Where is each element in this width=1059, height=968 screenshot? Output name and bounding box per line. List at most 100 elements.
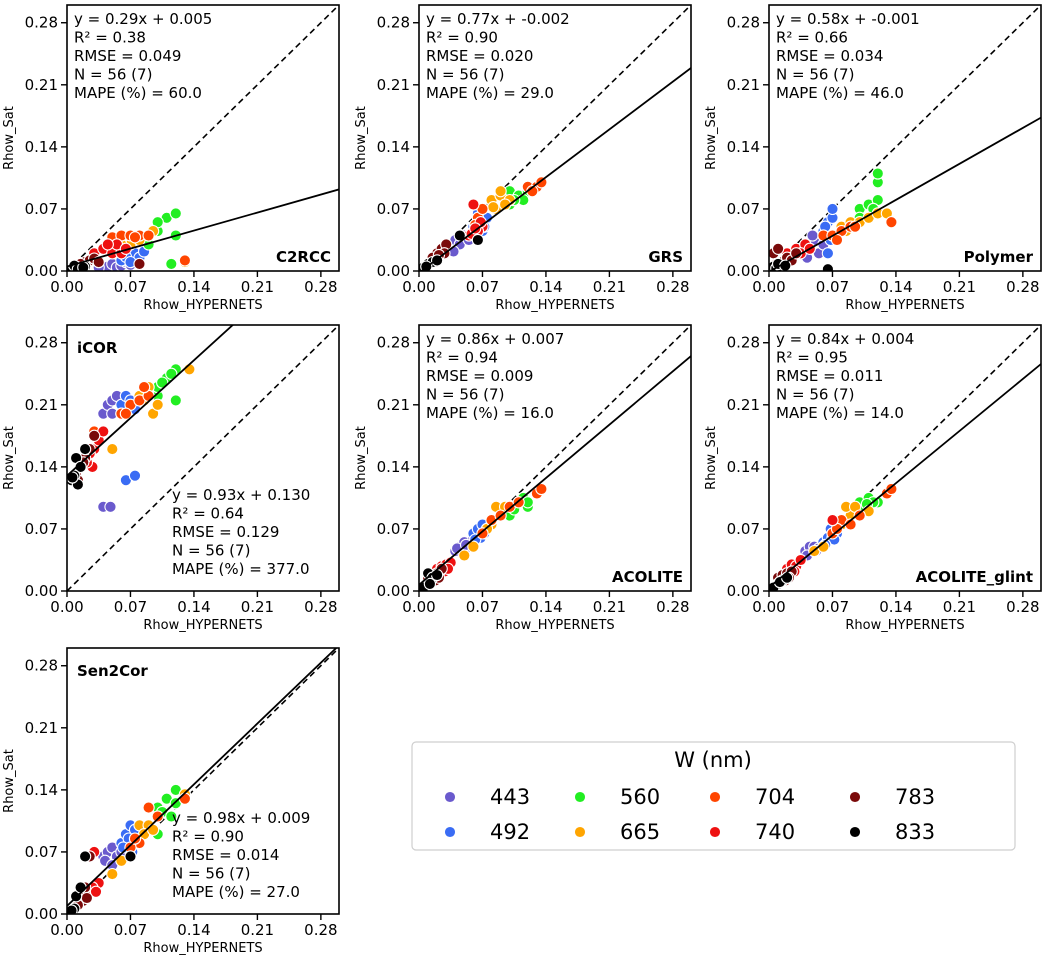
y-tick-label: 0.14 xyxy=(727,138,760,156)
legend-entry-740: 740 xyxy=(708,820,795,844)
legend-marker xyxy=(708,790,722,804)
y-axis-label: Rhow_Sat xyxy=(704,106,719,170)
x-tick-label: 0.28 xyxy=(1006,278,1039,296)
data-point-740 xyxy=(101,238,114,251)
regression-line xyxy=(67,325,235,477)
x-tick-label: 0.21 xyxy=(241,278,274,296)
data-point-665 xyxy=(106,867,119,881)
stat-line: RMSE = 0.129 xyxy=(172,523,279,541)
data-point-833 xyxy=(124,850,137,863)
y-axis-label: Rhow_Sat xyxy=(354,106,369,170)
x-tick-label: 0.14 xyxy=(879,278,912,296)
legend-marker xyxy=(848,825,862,839)
legend-label: 492 xyxy=(490,820,530,844)
y-tick-label: 0.07 xyxy=(727,520,760,538)
data-point-704 xyxy=(142,229,155,242)
y-axis-label: Rhow_Sat xyxy=(2,106,17,170)
legend-marker xyxy=(443,790,457,804)
data-point-833 xyxy=(821,263,835,271)
legend-label: 560 xyxy=(620,785,660,809)
y-tick-label: 0.14 xyxy=(727,458,760,476)
panel-icor: 0.000.00 0.07 0.07 0.14 0.14 0.21 0.21 0.28 0.28… xyxy=(2,324,340,633)
x-axis-label: Rhow_HYPERNETS xyxy=(495,618,614,633)
data-point-833 xyxy=(471,233,485,247)
y-tick-label: 0.14 xyxy=(25,458,58,476)
stat-line: RMSE = 0.049 xyxy=(74,47,181,65)
panel-polymer: 0.000.00 0.07 0.07 0.14 0.14 0.21 0.21 0.28 0.28… xyxy=(704,4,1042,313)
stat-line: N = 56 (7) xyxy=(776,66,854,84)
plot-frame xyxy=(418,324,692,592)
y-tick-label: 0.00 xyxy=(25,582,58,600)
y-tick-label: 0.00 xyxy=(377,582,410,600)
x-tick-label: 0.21 xyxy=(241,598,274,616)
y-tick-label: 0.07 xyxy=(377,200,410,218)
x-tick-label: 0.07 xyxy=(114,278,147,296)
data-point-833 xyxy=(423,577,437,591)
one-to-one-line xyxy=(67,5,339,271)
y-tick-label: 0.07 xyxy=(25,520,58,538)
panels: 0.000.000.070.070.140.140.210.210.280.28… xyxy=(2,4,1042,956)
x-tick-label: 0.21 xyxy=(593,598,626,616)
stat-line: y = 0.58x + -0.001 xyxy=(776,10,920,28)
data-point-560 xyxy=(165,367,178,380)
one-to-one-line xyxy=(419,5,691,271)
stat-line: RMSE = 0.034 xyxy=(776,47,883,65)
x-tick-label: 0.07 xyxy=(816,598,849,616)
stat-line: R² = 0.90 xyxy=(426,29,498,47)
y-tick-label: 0.28 xyxy=(25,657,58,675)
y-axis-label: Rhow_Sat xyxy=(704,426,719,490)
y-tick-label: 0.21 xyxy=(25,396,58,414)
data-point-704 xyxy=(119,407,133,420)
x-tick-label: 0.00 xyxy=(402,278,435,296)
data-point-704 xyxy=(128,832,142,845)
legend-marker xyxy=(708,825,722,839)
x-tick-label: 0.07 xyxy=(466,598,499,616)
x-axis-label: Rhow_HYPERNETS xyxy=(143,941,262,956)
y-tick-label: 0.28 xyxy=(727,334,760,352)
stat-line: y = 0.86x + 0.007 xyxy=(426,330,564,348)
x-axis-label: Rhow_HYPERNETS xyxy=(495,298,614,313)
one-to-one-line xyxy=(67,325,339,591)
x-tick-label: 0.14 xyxy=(177,598,210,616)
legend-entries: 443 492 560 665 704 740 783 833 xyxy=(443,785,935,844)
method-label: C2RCC xyxy=(276,248,331,266)
y-tick-label: 0.28 xyxy=(25,334,58,352)
y-tick-label: 0.21 xyxy=(377,76,410,94)
data-point-783 xyxy=(771,242,785,255)
data-point-492 xyxy=(128,469,142,482)
y-tick-label: 0.07 xyxy=(727,200,760,218)
legend-label: 704 xyxy=(755,785,795,809)
y-tick-label: 0.07 xyxy=(377,520,410,538)
data-point-704 xyxy=(830,233,844,247)
y-tick-label: 0.14 xyxy=(377,458,410,476)
stat-line: MAPE (%) = 29.0 xyxy=(426,84,554,102)
x-tick-label: 0.28 xyxy=(656,598,689,616)
x-tick-label: 0.07 xyxy=(466,278,499,296)
y-axis-label: Rhow_Sat xyxy=(2,426,17,490)
data-point-665 xyxy=(458,549,471,562)
data-point-665 xyxy=(467,540,480,553)
stat-line: R² = 0.64 xyxy=(172,505,244,523)
method-label: GRS xyxy=(648,248,683,266)
method-label: ACOLITE xyxy=(612,568,683,586)
data-point-704 xyxy=(885,482,898,496)
legend-entry-665: 665 xyxy=(573,820,660,844)
regression-line xyxy=(769,363,1041,589)
method-label: Polymer xyxy=(964,248,1034,266)
data-point-704 xyxy=(142,801,155,814)
legend-label: 443 xyxy=(490,785,530,809)
data-point-665 xyxy=(494,185,507,198)
x-axis-label: Rhow_HYPERNETS xyxy=(143,298,262,313)
legend-label: 783 xyxy=(895,785,935,809)
x-tick-label: 0.21 xyxy=(241,921,274,939)
data-point-740 xyxy=(89,885,103,898)
legend-marker xyxy=(573,790,587,804)
stat-line: N = 56 (7) xyxy=(172,542,250,560)
regression-line xyxy=(67,188,339,268)
x-tick-label: 0.00 xyxy=(402,598,435,616)
data-point-665 xyxy=(146,823,160,836)
x-tick-label: 0.00 xyxy=(50,598,83,616)
stat-line: N = 56 (7) xyxy=(426,386,504,404)
plot-frame xyxy=(768,4,1042,272)
y-tick-label: 0.14 xyxy=(25,138,58,156)
